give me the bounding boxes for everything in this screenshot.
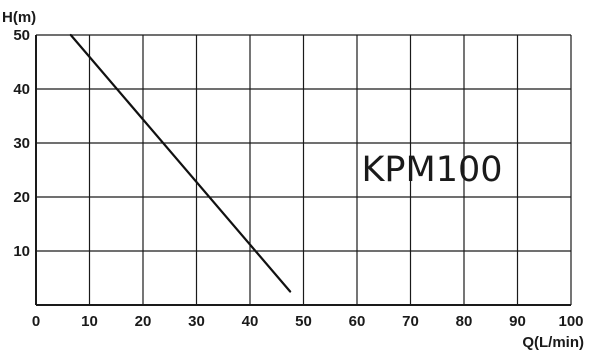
x-tick-label: 50 [295,313,312,330]
x-tick-labels: 0 10 20 30 40 50 60 70 80 90 100 [32,313,584,330]
x-tick-label: 70 [402,313,419,330]
x-tick-label: 30 [188,313,205,330]
y-tick-label: 50 [13,27,30,44]
plot-area [69,33,292,293]
x-tick-label: 100 [558,313,583,330]
model-label: KPM100 [361,150,502,190]
x-tick-label: 60 [349,313,366,330]
x-tick-label: 10 [81,313,98,330]
axes [35,35,571,306]
y-axis-title: H(m) [2,9,36,26]
x-tick-label: 0 [32,313,40,330]
grid [36,34,572,305]
y-tick-label: 30 [13,135,30,152]
y-tick-label: 10 [13,243,30,260]
x-axis-title: Q(L/min) [522,334,584,351]
y-tick-label: 40 [13,81,30,98]
x-tick-label: 90 [509,313,526,330]
y-tick-label: 20 [13,189,30,206]
x-tick-label: 20 [135,313,152,330]
x-tick-label: 80 [456,313,473,330]
y-tick-labels: 10 20 30 40 50 [13,27,30,260]
performance-curve [69,33,292,293]
x-tick-label: 40 [242,313,259,330]
